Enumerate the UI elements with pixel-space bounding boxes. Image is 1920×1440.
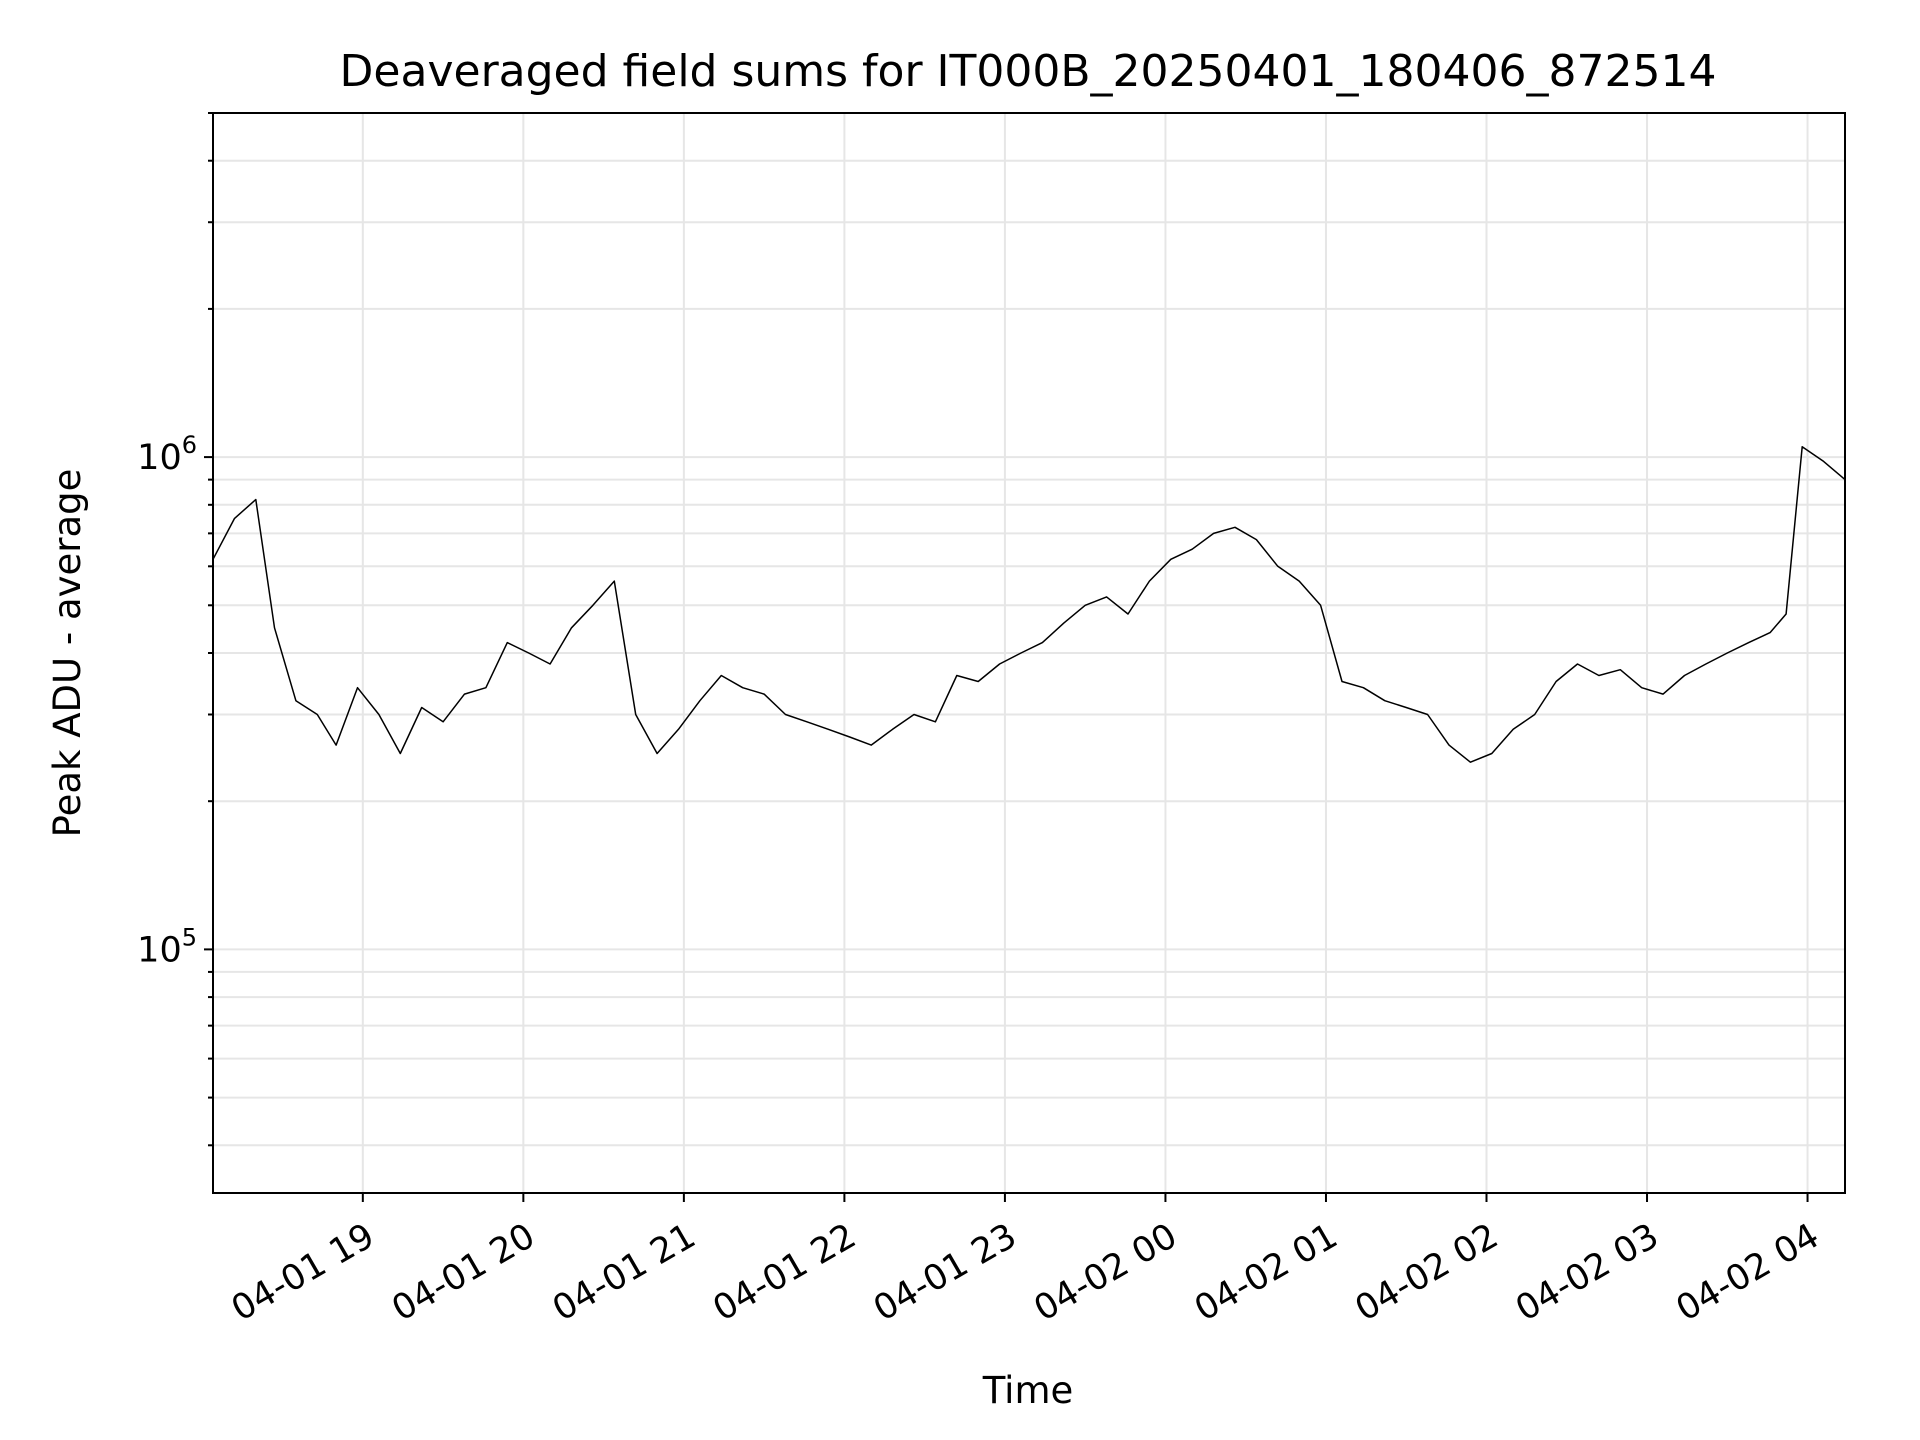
- x-tick-label: 04-01 22: [707, 1216, 863, 1329]
- y-axis-label: Peak ADU - average: [46, 469, 89, 838]
- series-layer: [212, 445, 1846, 763]
- x-tick-label: 04-01 21: [546, 1216, 702, 1329]
- x-tick-label: 04-01 23: [867, 1216, 1023, 1329]
- y-tick-label: 106: [137, 431, 197, 478]
- x-tick-label: 04-02 02: [1349, 1216, 1505, 1329]
- grid-layer: [213, 112, 1845, 1193]
- x-tick-label: 04-02 04: [1670, 1216, 1826, 1329]
- chart-title: Deaveraged field sums for IT000B_2025040…: [340, 46, 1717, 97]
- x-tick-label: 04-02 01: [1188, 1216, 1344, 1329]
- x-axis-ticks: 04-01 19 04-01 20 04-01 21 04-01 22 04-01 23…: [225, 1193, 1826, 1329]
- y-axis-ticks: 105 106: [137, 112, 213, 1147]
- y-tick-label: 105: [137, 923, 197, 970]
- plot-frame: [212, 112, 1846, 1194]
- series-line: [212, 445, 1846, 763]
- x-tick-label: 04-02 00: [1028, 1216, 1184, 1329]
- x-axis-label: Time: [982, 1369, 1074, 1412]
- x-tick-label: 04-01 19: [225, 1216, 381, 1329]
- x-tick-label: 04-01 20: [386, 1216, 542, 1329]
- x-tick-label: 04-02 03: [1509, 1216, 1665, 1329]
